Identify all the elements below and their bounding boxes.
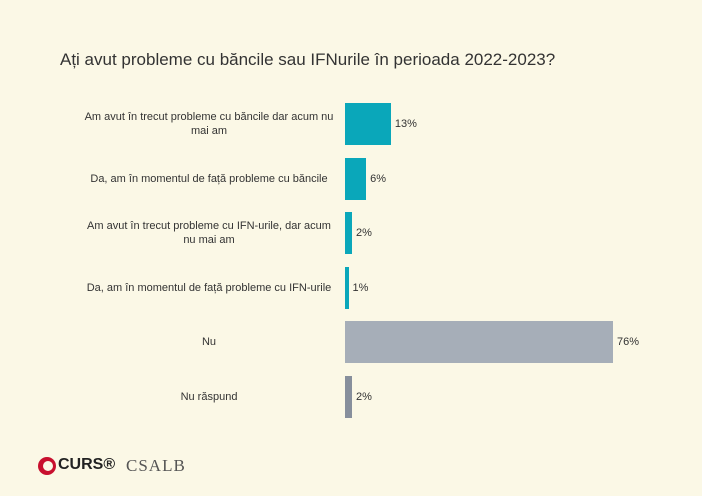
value-label: 13% <box>394 118 417 130</box>
category-label: Da, am în momentul de față probleme cu b… <box>90 172 328 185</box>
value-label: 1% <box>352 281 369 294</box>
bar <box>345 266 349 309</box>
category-label: Nu <box>201 336 217 349</box>
value-label: 2% <box>356 391 372 403</box>
bar <box>345 103 391 145</box>
bar <box>345 376 353 418</box>
logo: CURS® <box>58 456 116 473</box>
bar <box>345 157 367 200</box>
category-label: Am avut în trecut probleme cu IFN-urile,… <box>87 220 331 247</box>
category-label: Am avut în trecut probleme cu băncile da… <box>84 111 334 137</box>
bar <box>345 212 353 255</box>
logo: CSALB <box>126 456 186 475</box>
value-label: 6% <box>370 172 387 185</box>
value-label: 76% <box>617 336 640 349</box>
bar <box>345 321 613 364</box>
category-label: Nu răspund <box>180 391 238 403</box>
logo-icon <box>38 457 56 475</box>
value-label: 2% <box>356 227 372 240</box>
chart-title: Ați avut probleme cu băncile sau IFNuril… <box>60 50 556 69</box>
category-label: Da, am în momentul de față probleme cu I… <box>86 281 332 294</box>
